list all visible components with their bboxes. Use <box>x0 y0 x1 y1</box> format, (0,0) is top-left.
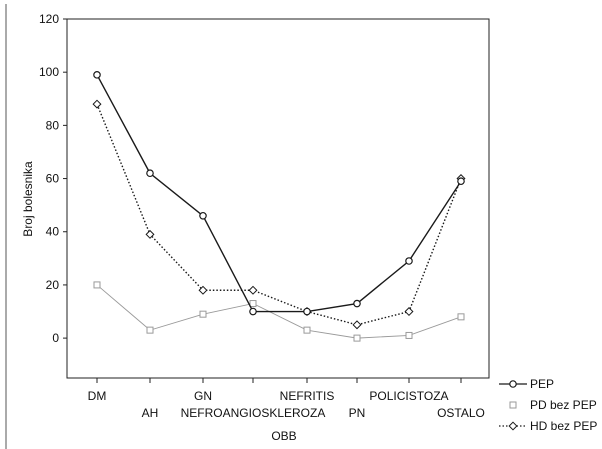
legend-item: HD bez PEP <box>499 419 597 433</box>
y-axis: 0 20 40 60 80 100 120 <box>39 12 67 345</box>
data-point-square <box>199 310 207 318</box>
data-point-square <box>353 334 361 342</box>
x-tick-label: GN <box>194 389 212 403</box>
data-point-circle <box>199 211 207 220</box>
data-point-circle <box>303 307 311 316</box>
x-tick-label: POLICISTOZA <box>369 389 448 403</box>
x-tick-label: AH <box>142 406 159 420</box>
series-group <box>92 71 466 342</box>
legend-label: HD bez PEP <box>530 419 597 433</box>
legend-label: PEP <box>530 377 554 391</box>
data-point-square <box>146 326 154 334</box>
data-point-square <box>509 401 517 409</box>
data-point-circle <box>249 307 257 316</box>
x-axis-label: OBB <box>271 429 296 443</box>
data-point-diamond <box>248 285 258 295</box>
x-axis: DM AH GN NEFROANGIOSKLEROZA NEFRITIS PNPOLICI… <box>88 378 485 420</box>
data-point-square <box>457 313 465 321</box>
y-tick-label: 100 <box>39 65 59 79</box>
legend-label: PD bez PEP <box>530 398 597 412</box>
data-point-diamond <box>145 229 155 239</box>
data-point-circle <box>509 380 517 388</box>
series-line <box>96 284 462 339</box>
legend-item: PD bez PEP <box>509 398 597 412</box>
data-point-diamond <box>92 99 102 109</box>
data-point-diamond <box>198 285 208 295</box>
data-point-square <box>303 326 311 334</box>
series-pd-bez-pep <box>93 281 465 342</box>
legend: PEP PD bez PEP HD bez PEP <box>499 377 597 433</box>
y-tick-label: 40 <box>46 225 60 239</box>
y-tick-label: 0 <box>52 331 59 345</box>
series-hd-bez-pep <box>92 99 466 330</box>
data-point-diamond <box>508 421 518 431</box>
y-tick-label: 20 <box>46 278 60 292</box>
data-point-circle <box>146 169 154 178</box>
x-tick-label: DM <box>88 389 107 403</box>
y-axis-label: Broj bolesnika <box>21 161 35 237</box>
x-tick-label: PN <box>349 406 366 420</box>
y-tick-label: 60 <box>46 172 60 186</box>
x-tick-label: NEFROANGIOSKLEROZA <box>181 406 326 420</box>
y-tick-label: 80 <box>46 118 60 132</box>
data-point-circle <box>457 177 465 186</box>
y-tick-label: 120 <box>39 12 59 26</box>
data-point-square <box>93 281 101 289</box>
legend-item: PEP <box>499 377 554 391</box>
data-point-circle <box>93 71 101 79</box>
data-point-diamond <box>352 320 362 330</box>
data-point-square <box>405 331 413 339</box>
x-tick-label: OSTALO <box>437 406 485 420</box>
plot-area <box>66 18 490 379</box>
data-point-diamond <box>404 307 414 317</box>
data-point-square <box>249 300 257 308</box>
data-point-circle <box>405 257 413 265</box>
series-pep <box>93 71 465 316</box>
data-point-circle <box>353 299 361 308</box>
series-line <box>96 103 462 326</box>
x-tick-label: NEFRITIS <box>280 389 335 403</box>
series-line <box>96 74 462 313</box>
